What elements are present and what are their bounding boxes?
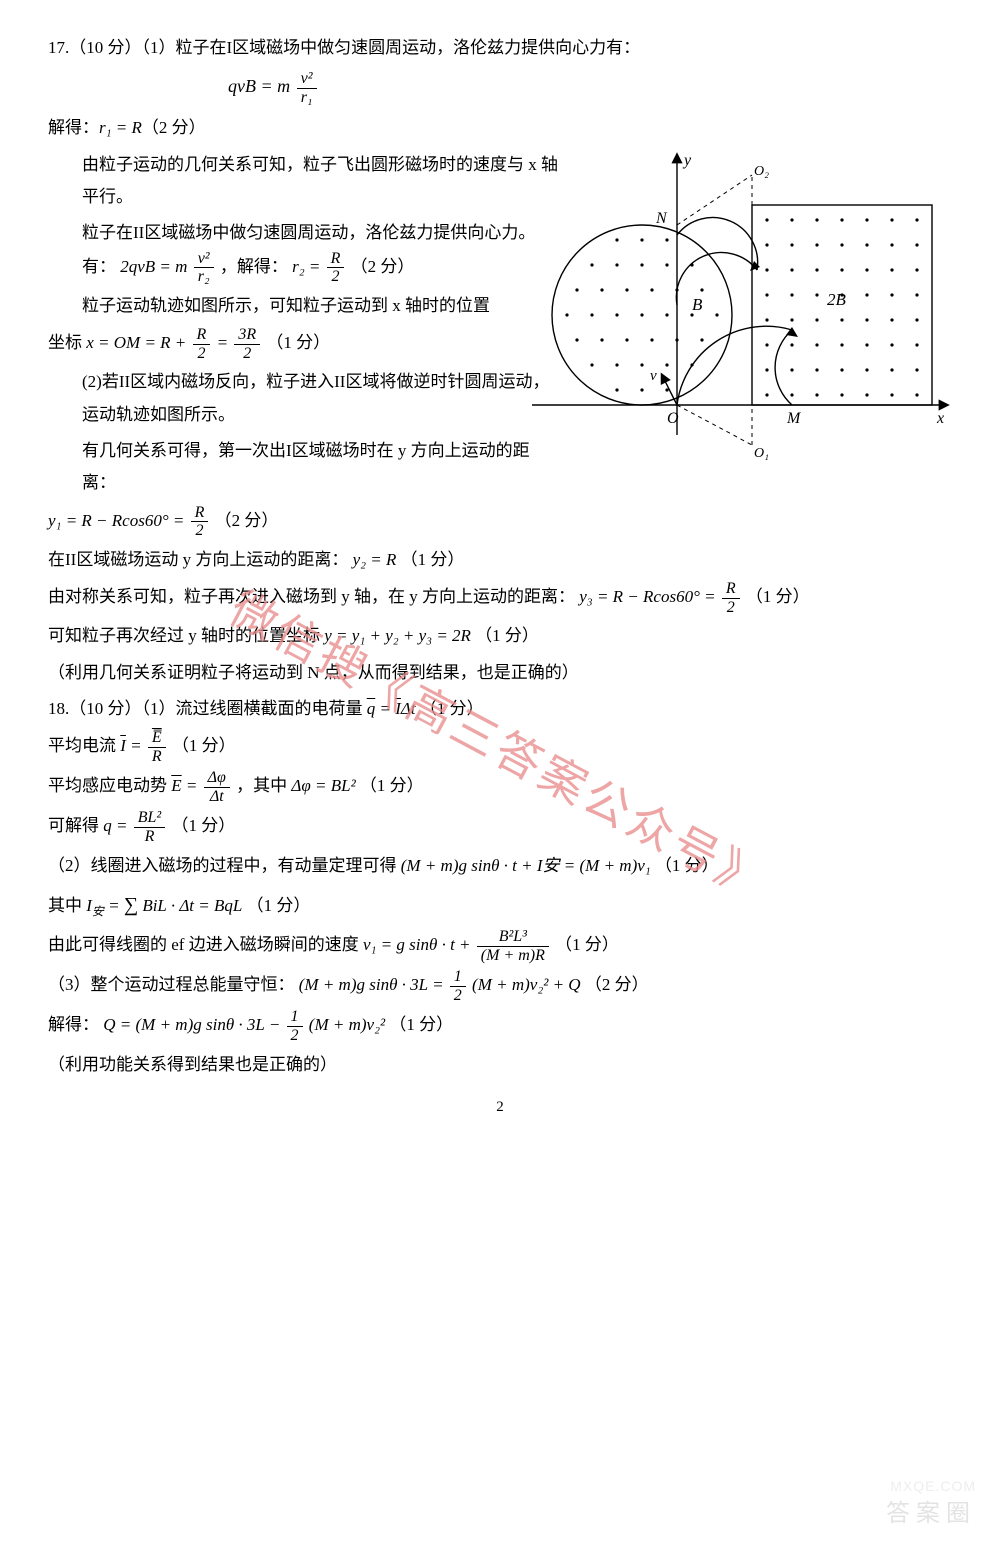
q18-header: 18.（10 分）（1）流过线圈横截面的电荷量 q = IΔt （1 分）: [48, 693, 952, 725]
q18-p8: 解得： Q = (M + m)g sinθ · 3L − 12 (M + m)v…: [48, 1008, 952, 1044]
q17-p7: （利用几何关系证明粒子将运动到 N 点，从而得到结果，也是正确的）: [48, 657, 952, 689]
watermark-corner: 答案圈: [886, 1493, 976, 1528]
q17-header: 17.（10 分）（1）粒子在I区域磁场中做匀速圆周运动，洛伦兹力提供向心力有：: [48, 32, 952, 64]
q17-p5-line: 由对称关系可知，粒子再次进入磁场到 y 轴，在 y 方向上运动的距离： y₃ =…: [48, 580, 952, 616]
q17-p2: (2)若II区域内磁场反向，粒子进入II区域将做逆时针圆周运动，运动轨迹如图所示…: [48, 366, 562, 431]
q18-p2: 平均感应电动势 E = ΔφΔt ，其中 Δφ = BL² （1 分）: [48, 769, 952, 805]
q17-p1a: 由粒子运动的几何关系可知，粒子飞出圆形磁场时的速度与 x 轴平行。: [48, 149, 562, 214]
q18-p4: （2）线圈进入磁场的过程中，有动量定理可得 (M + m)g sinθ · t …: [48, 850, 952, 882]
q17-p6-line: 可知粒子再次经过 y 轴时的位置坐标 y = y₁ + y₂ + y₃ = 2R…: [48, 620, 952, 652]
q17-p1b-line: 粒子在II区域磁场中做匀速圆周运动，洛伦兹力提供向心力。有： 2qvB = m …: [48, 217, 562, 285]
q18-p1: 平均电流 I = E̅R （1 分）: [48, 729, 952, 765]
q18-p9: （利用功能关系得到结果也是正确的）: [48, 1049, 952, 1081]
q17-p4-line: 在II区域磁场运动 y 方向上运动的距离： y₂ = R （1 分）: [48, 544, 952, 576]
answer-text: 17.（10 分）（1）粒子在I区域磁场中做匀速圆周运动，洛伦兹力提供向心力有：…: [48, 32, 952, 1116]
page-number: 2: [48, 1099, 952, 1116]
watermark-site: MXQE.COM: [890, 1478, 976, 1494]
q18-p3: 可解得 q = BL²R （1 分）: [48, 809, 952, 845]
q18-p5: 其中 I安 = ∑ BiL · Δt = BqL （1 分）: [48, 886, 952, 924]
q17-eq1: qvB = m v²r₁: [48, 70, 952, 106]
q18-p6: 由此可得线圈的 ef 边进入磁场瞬间的速度 v₁ = g sinθ · t + …: [48, 928, 952, 964]
q18-p7: （3）整个运动过程总能量守恒： (M + m)g sinθ · 3L = 12 …: [48, 968, 952, 1004]
q17-eq4: y₁ = R − Rcos60° = R2 （2 分）: [48, 504, 952, 540]
q17-p3-line: 有几何关系可得，第一次出I区域磁场时在 y 方向上运动的距离：: [48, 435, 562, 500]
q17-p1c: 粒子运动轨迹如图所示，可知粒子运动到 x 轴时的位置: [48, 290, 562, 322]
q17-solve1: 解得：r₁ = R（2 分）: [48, 112, 528, 144]
page: 微信搜《高三答案公众号》 MXQE.COM 答案圈: [0, 0, 1000, 1548]
q17-eq3: 坐标 x = OM = R + R2 = 3R2 （1 分）: [48, 326, 528, 362]
